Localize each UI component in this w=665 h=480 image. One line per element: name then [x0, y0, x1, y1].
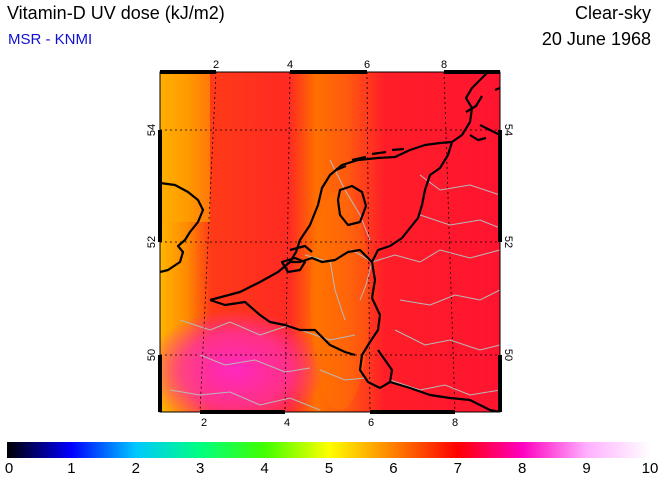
- high-dose-region: [160, 310, 325, 412]
- colorbar-label: 10: [641, 460, 659, 477]
- low-dose-region: [160, 72, 210, 222]
- lon-tick-bottom: 8: [452, 417, 458, 429]
- lat-tick-left: 52: [146, 236, 158, 248]
- lon-tick-top: 4: [287, 59, 293, 71]
- map-title: Vitamin-D UV dose (kJ/m2): [7, 3, 225, 23]
- colorbar-label: 7: [453, 460, 462, 477]
- lon-tick-bottom: 2: [201, 417, 207, 429]
- lon-tick-top: 2: [213, 59, 219, 71]
- lat-tick-right: 50: [502, 349, 514, 361]
- coastlines: [160, 72, 500, 412]
- data-source: MSR - KNMI: [8, 31, 93, 48]
- colorbar-label: 6: [389, 460, 398, 477]
- regional-borders: [169, 159, 500, 411]
- lon-tick-bottom: 4: [284, 417, 290, 429]
- colorbar-label: 4: [260, 460, 269, 477]
- lon-tick-top: 6: [364, 59, 370, 71]
- uv-dose-map: 2 4 6 8 2 4 6 8 54 52 50 54 52 50: [146, 59, 514, 429]
- lon-tick-bottom: 6: [368, 417, 374, 429]
- sky-condition: Clear-sky: [574, 3, 651, 23]
- lat-tick-left: 50: [146, 349, 158, 361]
- colorbar-label: 0: [4, 460, 14, 477]
- map-date: 20 June 1968: [541, 29, 651, 49]
- colorbar-label: 8: [518, 460, 527, 477]
- lat-tick-right: 54: [502, 124, 514, 136]
- colorbar-label: 5: [324, 460, 334, 477]
- gridlines: [160, 72, 500, 412]
- colorbar-label: 9: [582, 460, 591, 477]
- lon-tick-top: 8: [441, 59, 447, 71]
- colorbar-label: 1: [67, 460, 76, 477]
- colorbar-label: 3: [196, 460, 205, 477]
- frame-ticks: [158, 70, 502, 414]
- lat-tick-right: 52: [502, 236, 514, 248]
- colorbar: [7, 442, 651, 458]
- lat-tick-left: 54: [146, 124, 158, 136]
- orange-band: [310, 190, 370, 410]
- colorbar-label: 2: [131, 460, 140, 477]
